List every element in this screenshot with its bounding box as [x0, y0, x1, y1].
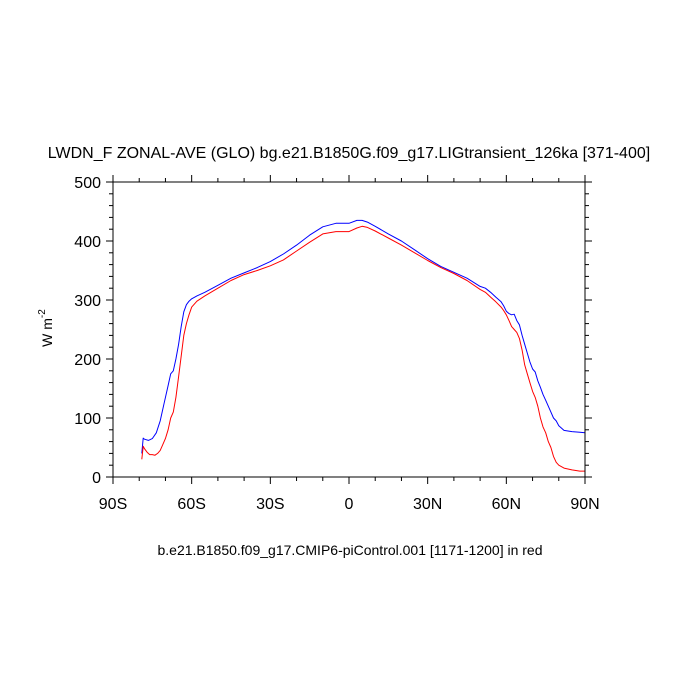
series-lines: [141, 219, 586, 472]
x-tick-label: 60S: [177, 496, 205, 513]
y-axis-label-exponent: -2: [37, 309, 48, 318]
x-tick-label: 90N: [570, 496, 599, 513]
y-tick-label: 0: [92, 470, 101, 487]
y-tick-label: 200: [74, 352, 101, 369]
y-axis-label-text: W m: [39, 318, 55, 347]
y-axis-label: W m-2: [37, 309, 55, 347]
series-line-blue: [141, 219, 586, 454]
x-tick-label: 30N: [413, 496, 442, 513]
x-tick-label: 30S: [256, 496, 284, 513]
x-tick-label: 60N: [492, 496, 521, 513]
y-tick-label: 400: [74, 234, 101, 251]
y-tick-label: 500: [74, 175, 101, 192]
plot-frame: [112, 181, 586, 478]
axis-tick-labels: 90S 60S 30S 0 30N 60N 90N 0 100 200 300 400 500: [74, 175, 599, 513]
series-line-red: [141, 225, 585, 472]
axis-ticks: [106, 175, 592, 484]
chart-caption: b.e21.B1850.f09_g17.CMIP6-piControl.001 …: [157, 542, 542, 558]
chart-title: LWDN_F ZONAL-AVE (GLO) bg.e21.B1850G.f09…: [48, 145, 650, 162]
x-tick-label: 0: [345, 496, 354, 513]
y-tick-label: 100: [74, 411, 101, 428]
y-tick-label: 300: [74, 293, 101, 310]
svg-text:W m-2: W m-2: [37, 309, 55, 347]
x-tick-label: 90S: [99, 496, 127, 513]
